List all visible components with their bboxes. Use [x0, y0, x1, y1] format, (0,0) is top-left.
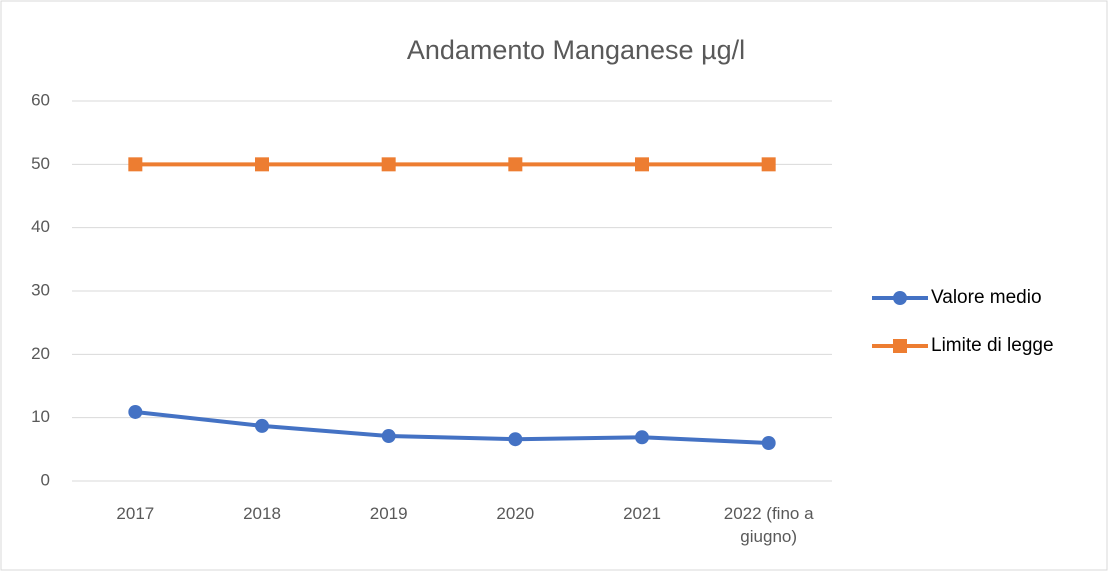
series-line: [135, 409, 769, 445]
chart-title: Andamento Manganese µg/l: [407, 35, 745, 65]
y-tick-label: 30: [31, 280, 50, 299]
y-tick-label: 10: [31, 407, 50, 426]
x-tick-label: 2019: [369, 504, 408, 523]
marker: [128, 157, 143, 172]
legend-marker: [893, 291, 907, 305]
marker: [381, 157, 396, 172]
legend-label: Limite di legge: [931, 335, 1054, 356]
marker: [381, 429, 396, 444]
legend-marker: [893, 339, 907, 353]
marker: [508, 157, 523, 172]
marker: [761, 157, 776, 172]
marker: [508, 432, 523, 447]
marker: [761, 436, 776, 450]
y-tick-label: 60: [31, 90, 50, 109]
x-tick-label: 2018: [243, 504, 281, 523]
x-tick-label: 2017: [116, 504, 155, 523]
y-tick-label: 40: [31, 217, 50, 236]
y-tick-label: 20: [31, 344, 50, 363]
marker: [635, 430, 649, 445]
x-tick-label: 2022 (fino a giugno): [723, 504, 814, 546]
marker: [635, 157, 649, 172]
legend-label: Valore medio: [931, 287, 1042, 308]
x-tick-label: 2021: [623, 504, 661, 523]
marker: [255, 157, 269, 172]
marker: [128, 404, 143, 419]
y-tick-label: 50: [31, 154, 50, 173]
x-tick-label: 2020: [496, 504, 535, 523]
y-tick-label: 0: [41, 470, 50, 489]
marker: [255, 418, 269, 433]
